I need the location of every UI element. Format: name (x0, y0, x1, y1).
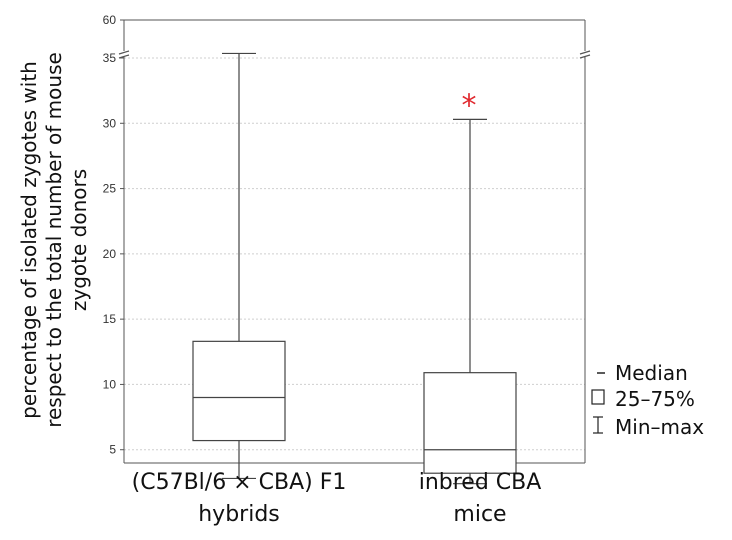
y-axis-label: percentage of isolated zygotes withrespe… (17, 52, 91, 428)
axis-break-gap (579, 51, 591, 57)
axis-break-mark (579, 50, 591, 55)
category-label: inbred CBA (419, 470, 542, 495)
y-tick-label: 5 (109, 443, 116, 457)
plot-boxes: * (192, 52, 517, 485)
category-label: mice (453, 502, 506, 527)
y-tick-label: 30 (103, 116, 117, 130)
iqr-box (423, 372, 517, 474)
axis-break-gap (118, 51, 130, 57)
axis-break-mark (579, 54, 591, 59)
y-axis-label-line: respect to the total number of mouse (42, 52, 66, 428)
labels: percentage of isolated zygotes withrespe… (17, 52, 541, 527)
category-label: (C57Bl/6 × CBA) F1 (132, 470, 347, 495)
legend-label: Min–max (615, 415, 704, 439)
category-label: hybrids (198, 502, 280, 527)
legend-label: 25–75% (615, 387, 695, 411)
y-axis-label-line: zygote donors (67, 169, 91, 311)
axis-break-mark (118, 54, 130, 59)
y-tick-label: 15 (103, 312, 117, 326)
significance-marker: * (462, 88, 477, 123)
box-legend-icon (591, 389, 605, 405)
y-tick-label: 25 (103, 182, 117, 196)
y-tick-label: 60 (103, 13, 117, 27)
iqr-box (192, 340, 286, 442)
y-tick-label: 20 (103, 247, 117, 261)
y-tick-label: 10 (103, 377, 117, 391)
legend-label: Median (615, 361, 688, 385)
y-tick-label: 35 (103, 51, 117, 65)
y-axis-label-line: percentage of isolated zygotes with (17, 61, 41, 419)
y-axis: 5 10 15 20 25 30 35 60 (103, 13, 591, 464)
axis-break-mark (118, 50, 130, 55)
